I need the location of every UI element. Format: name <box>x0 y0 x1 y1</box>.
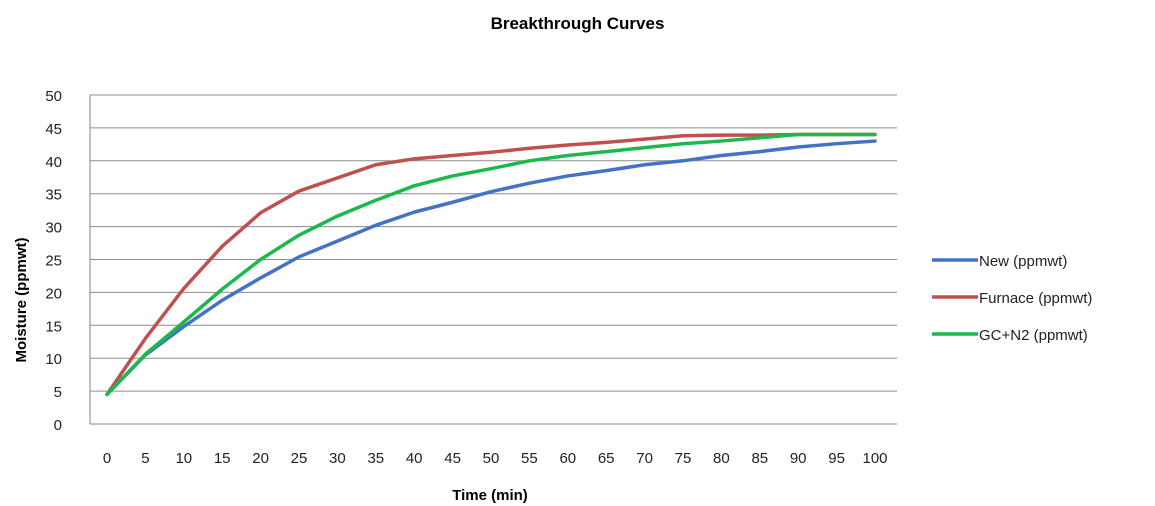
x-tick-label: 90 <box>790 450 807 467</box>
y-tick-label: 30 <box>45 220 62 237</box>
x-tick-label: 35 <box>367 450 384 467</box>
x-tick-label: 0 <box>103 450 111 467</box>
axis-layer: 0 5 10 15 20 25 30 35 40 45 50 0 5 10 15 20 25 30 35 40 45 50… <box>45 88 887 467</box>
series-line-1 <box>105 132 877 397</box>
series-line-2 <box>105 132 877 397</box>
x-tick-label: 5 <box>141 450 149 467</box>
y-tick-label: 45 <box>45 121 62 138</box>
legend-label-1: Furnace (ppmwt) <box>979 290 1092 307</box>
y-tick-label: 10 <box>45 351 62 368</box>
x-tick-label: 10 <box>175 450 192 467</box>
series-line-0 <box>105 139 877 397</box>
x-tick-label: 80 <box>713 450 730 467</box>
legend-label-2: GC+N2 (ppmwt) <box>979 327 1088 344</box>
x-tick-label: 70 <box>636 450 653 467</box>
x-tick-label: 55 <box>521 450 538 467</box>
x-tick-label: 65 <box>598 450 615 467</box>
x-tick-label: 15 <box>214 450 231 467</box>
x-tick-label: 50 <box>483 450 500 467</box>
chart-title: Breakthrough Curves <box>490 14 665 33</box>
y-tick-label: 0 <box>54 417 62 434</box>
y-tick-label: 20 <box>45 285 62 302</box>
y-tick-label: 15 <box>45 318 62 335</box>
y-tick-label: 40 <box>45 154 62 171</box>
x-axis-title: Time (min) <box>452 487 528 504</box>
legend-label-0: New (ppmwt) <box>979 253 1067 270</box>
y-axis-title: Moisture (ppmwt) <box>13 238 30 363</box>
y-tick-label: 50 <box>45 88 62 105</box>
y-tick-label: 25 <box>45 253 62 270</box>
series-layer <box>105 132 877 397</box>
x-tick-label: 60 <box>559 450 576 467</box>
x-tick-label: 40 <box>406 450 423 467</box>
y-tick-label: 5 <box>54 384 62 401</box>
x-tick-label: 75 <box>675 450 692 467</box>
grid-layer <box>90 94 897 425</box>
x-tick-label: 45 <box>444 450 461 467</box>
x-tick-label: 25 <box>291 450 308 467</box>
x-tick-label: 85 <box>751 450 768 467</box>
x-tick-label: 100 <box>862 450 887 467</box>
x-tick-label: 20 <box>252 450 269 467</box>
legend-layer: New (ppmwt) Furnace (ppmwt) GC+N2 (ppmwt) <box>932 253 1092 344</box>
y-tick-label: 35 <box>45 187 62 204</box>
x-tick-label: 30 <box>329 450 346 467</box>
x-tick-label: 95 <box>828 450 845 467</box>
